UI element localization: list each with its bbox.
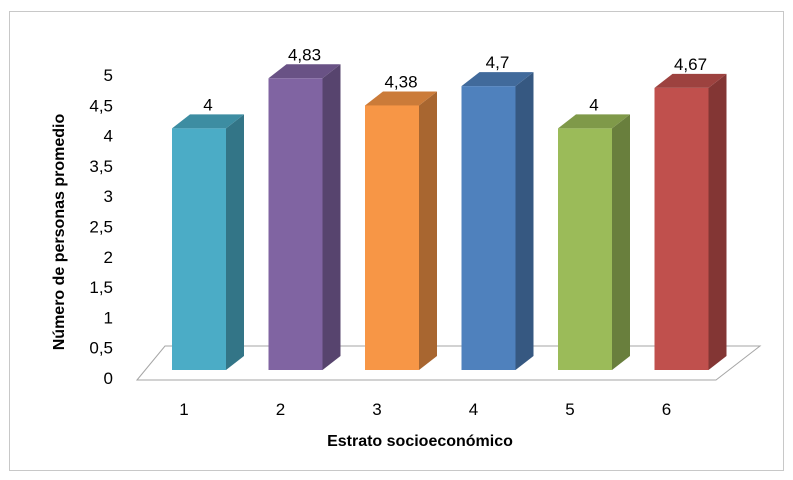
data-label: 4	[203, 95, 212, 114]
bar-top-face	[461, 72, 534, 87]
y-tick-label: 4,5	[89, 96, 113, 115]
bar-top-face	[365, 91, 437, 106]
bar-top-face	[654, 73, 727, 88]
bar-front-face	[558, 128, 612, 370]
bar-front-face	[365, 105, 419, 370]
data-label: 4,83	[288, 45, 321, 64]
bar-top-face	[558, 114, 630, 129]
x-tick-label: 3	[372, 400, 381, 419]
bar-2	[268, 64, 341, 370]
bar-side-face	[226, 114, 244, 371]
bar-top-face	[268, 64, 341, 79]
bar-front-face	[461, 86, 516, 371]
bar-5	[558, 114, 630, 371]
x-tick-label: 6	[662, 400, 671, 419]
bar-3	[365, 91, 437, 370]
y-tick-label: 0	[104, 369, 113, 388]
x-tick-label: 4	[469, 400, 478, 419]
y-tick-label: 5	[104, 66, 113, 85]
x-tick-label: 1	[179, 400, 188, 419]
y-tick-label: 3,5	[89, 157, 113, 176]
y-axis-title: Número de personas promedio	[51, 114, 68, 351]
bar-6	[654, 73, 727, 370]
y-tick-label: 2,5	[89, 218, 113, 237]
bar-side-face	[612, 114, 630, 371]
data-label: 4	[589, 95, 598, 114]
bar-front-face	[268, 78, 323, 370]
y-tick-label: 2	[104, 248, 113, 267]
y-tick-label: 3	[104, 187, 113, 206]
y-tick-label: 1	[104, 308, 113, 327]
y-tick-label: 0,5	[89, 339, 113, 358]
x-axis-title: Estrato socioeconómico	[327, 433, 513, 450]
bar-side-face	[419, 91, 437, 370]
y-tick-label: 1,5	[89, 278, 113, 297]
bar-4	[461, 72, 534, 371]
data-label: 4,38	[384, 72, 417, 91]
bar-side-face	[515, 72, 534, 371]
bar-front-face	[172, 128, 226, 370]
data-label: 4,7	[486, 53, 510, 72]
bar-1	[172, 114, 244, 371]
data-label: 4,67	[674, 55, 707, 74]
x-tick-label: 2	[276, 400, 285, 419]
bar-side-face	[708, 73, 727, 370]
bar-front-face	[654, 87, 709, 370]
x-tick-label: 5	[565, 400, 574, 419]
bar-side-face	[322, 64, 341, 370]
y-tick-label: 4	[104, 127, 113, 146]
bar-top-face	[172, 114, 244, 129]
